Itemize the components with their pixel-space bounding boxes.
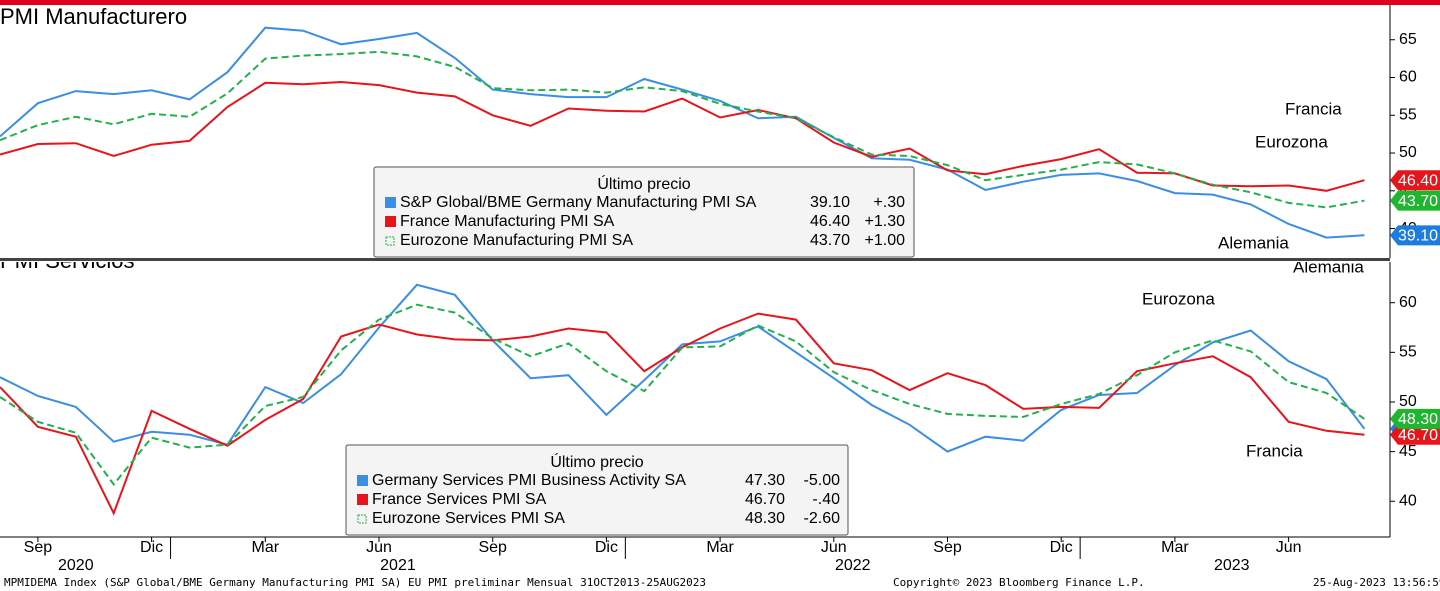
x-tick-label: Dic [595,539,618,556]
y-tick-label: 60 [1399,69,1417,86]
legend-swatch [357,475,368,486]
series-annotation: Alemania [1218,233,1289,252]
last-value-label: 46.70 [1398,427,1438,444]
last-value-tag [1390,424,1440,445]
x-tick-label: Dic [1050,539,1073,556]
y-tick-label: 50 [1399,393,1417,410]
legend-value: 48.30 [745,510,785,527]
year-label: 2021 [380,557,416,574]
series-line [0,80,1365,192]
legend-label: S&P Global/BME Germany Manufacturing PMI… [400,194,757,211]
year-label: 2022 [835,557,871,574]
x-tick-label: Mar [252,539,280,556]
year-label: 2023 [1214,557,1250,574]
y-tick-label: 55 [1399,344,1417,361]
legend-title: Último precio [550,452,643,471]
series-annotation: Francia [1246,441,1303,460]
year-label: 2020 [58,557,94,574]
series-line [0,50,1365,209]
legend-value: 43.70 [810,232,850,249]
series-line [0,303,1365,487]
last-value-label: 43.70 [1398,193,1438,210]
legend-change: +.30 [873,194,905,211]
legend-label: France Services PMI SA [372,491,547,508]
x-tick-label: Mar [706,539,734,556]
legend-label: France Manufacturing PMI SA [400,213,615,230]
y-tick-label: 65 [1399,31,1417,48]
x-tick-label: Jun [1276,539,1302,556]
top-band [0,0,1440,5]
y-tick-label: 45 [1399,443,1417,460]
legend-change: -5.00 [804,472,841,489]
legend-value: 47.30 [745,472,785,489]
legend-change: +1.00 [865,232,906,249]
series-line [0,26,1365,239]
last-value-tag [1390,225,1440,246]
legend-box [373,166,915,258]
panel-title: PMI Servicios [0,248,134,273]
legend-value: 46.70 [745,491,785,508]
last-value-label: 46.40 [1398,172,1438,189]
footer-center: Copyright© 2023 Bloomberg Finance L.P. [893,576,1145,589]
y-tick-label: 50 [1399,144,1417,161]
legend-swatch [357,494,368,505]
legend-swatch [385,197,396,208]
x-tick-label: Sep [478,539,507,556]
series-annotation: Eurozona [1142,289,1215,308]
legend-value: 46.40 [810,213,850,230]
x-tick-label: Jun [821,539,847,556]
y-tick-label: 40 [1399,492,1417,509]
x-tick-label: Mar [1161,539,1189,556]
y-tick-label: 60 [1399,294,1417,311]
x-tick-label: Sep [933,539,962,556]
x-tick-label: Jun [366,539,392,556]
x-tick-label: Sep [24,539,53,556]
footer-right: 25-Aug-2023 13:56:59 [1313,576,1440,589]
plot-area: PMI Servicios Alemania Francia Eurozona [0,248,1366,516]
legend-label: Eurozone Manufacturing PMI SA [400,232,633,249]
legend-change: -.40 [812,491,840,508]
last-value-label: 48.30 [1398,411,1438,428]
legend-change: +1.30 [865,213,906,230]
legend-swatch [385,216,396,227]
series-annotation: Alemania [1293,257,1364,276]
last-value-tag [1390,190,1440,211]
y-tick-label: 55 [1399,106,1417,123]
footer-left: MPMIDEMA Index (S&P Global/BME Germany M… [4,576,706,589]
legend-label: Eurozone Services PMI SA [372,510,565,527]
series-annotation: Eurozona [1255,132,1328,151]
legend-label: Germany Services PMI Business Activity S… [372,472,686,489]
legend-title: Último precio [597,174,690,193]
panel-separator [0,258,1390,261]
panel-title: PMI Manufacturero [0,4,187,29]
legend-value: 39.10 [810,194,850,211]
legend-swatch [385,236,395,246]
legend-change: -2.60 [804,510,841,527]
legend-box [345,444,849,536]
legend-swatch [357,514,367,524]
last-value-tag [1390,170,1440,191]
series-annotation: Francia [1285,99,1342,118]
x-tick-label: Dic [140,539,163,556]
plot-area: PMI Manufacturero Alemania Francia Eurozona [0,4,1365,252]
last-value-tag [1390,408,1440,429]
last-value-label: 39.10 [1398,228,1438,245]
